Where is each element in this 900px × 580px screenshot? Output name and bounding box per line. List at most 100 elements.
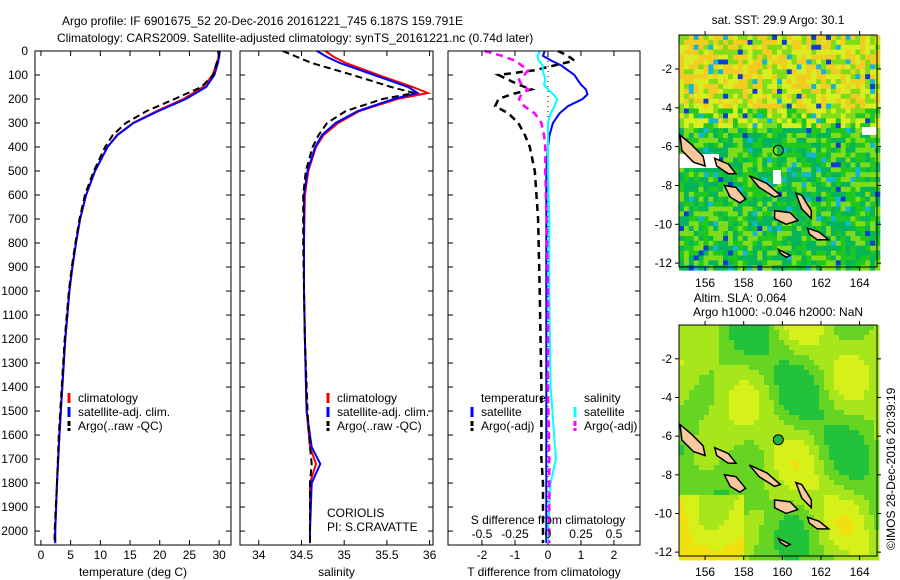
s-tick-label: 0 xyxy=(545,527,552,541)
island-landmass xyxy=(806,516,831,530)
x-tick-label: 1 xyxy=(578,548,585,562)
map-title: sat. SST: 29.9 Argo: 30.1 xyxy=(712,13,845,27)
island-landmass xyxy=(723,184,747,204)
profile-line-s-argo-adj- xyxy=(484,49,551,544)
plot-frame xyxy=(447,50,641,546)
map-lon-tick-label: 162 xyxy=(811,565,831,579)
map-lat-tick-label: -6 xyxy=(661,429,672,443)
legend-header-temperature: temperature xyxy=(481,391,546,405)
y-tick-label: 1200 xyxy=(1,332,28,346)
x-tick-label: -1 xyxy=(510,548,521,562)
legend-label: Argo(-adj) xyxy=(481,419,534,433)
island-landmass xyxy=(773,499,800,515)
x-tick-label: 35.5 xyxy=(375,548,399,562)
map-lat-tick-label: -8 xyxy=(661,178,672,192)
map-lon-tick-label: 162 xyxy=(811,276,831,290)
profile-line-climatology xyxy=(303,50,432,544)
map-lat-tick-label: -2 xyxy=(661,62,672,76)
plot-frame xyxy=(239,50,434,546)
x-tick-label: 30 xyxy=(212,548,226,562)
x-tick-label: -2 xyxy=(477,548,488,562)
island-landmass xyxy=(748,464,782,488)
s-tick-label: -0.5 xyxy=(472,527,493,541)
y-tick-label: 800 xyxy=(8,236,28,250)
y-tick-label: 1700 xyxy=(1,452,28,466)
island-landmass xyxy=(723,473,747,494)
y-tick-label: 600 xyxy=(8,188,28,202)
x-tick-label: 20 xyxy=(153,548,167,562)
legend-label: climatology xyxy=(337,391,397,405)
island-landmass xyxy=(776,536,792,548)
y-tick-label: 900 xyxy=(8,260,28,274)
sst-map xyxy=(675,31,881,271)
island-landmass xyxy=(806,227,831,241)
legend-label: climatology xyxy=(78,391,138,405)
map-lat-tick-label: -12 xyxy=(655,256,673,270)
s-axis-label: S difference from climatology xyxy=(471,513,626,527)
y-tick-label: 1800 xyxy=(1,476,28,490)
legend-label: satellite-adj. clim. xyxy=(78,405,170,419)
x-tick-label: 34 xyxy=(252,548,266,562)
map-lat-tick-label: -12 xyxy=(655,545,673,559)
profile-panel-2 xyxy=(239,50,434,546)
sla-map xyxy=(675,321,881,561)
legend-label: satellite xyxy=(481,405,522,419)
map-lon-tick-label: 164 xyxy=(850,565,870,579)
x-axis-label: salinity xyxy=(318,565,355,579)
y-tick-label: 100 xyxy=(8,68,28,82)
map-lat-tick-label: -10 xyxy=(655,217,673,231)
profile-panel-1 xyxy=(34,50,232,546)
argo-float-marker xyxy=(772,144,784,156)
map-lat-tick-label: -8 xyxy=(661,468,672,482)
profile-line-satellite-adj-clim- xyxy=(54,50,221,544)
map-lon-tick-label: 158 xyxy=(734,565,754,579)
profile-line-t-argo-adj- xyxy=(493,49,578,544)
island-landmass xyxy=(679,133,707,168)
map-lon-tick-label: 156 xyxy=(695,565,715,579)
x-tick-label: 5 xyxy=(67,548,74,562)
legend-label: Argo(..raw -QC) xyxy=(337,419,422,433)
island-landmass xyxy=(713,157,738,175)
map-lon-tick-label: 160 xyxy=(772,565,792,579)
x-tick-label: 36 xyxy=(423,548,437,562)
island-landmass xyxy=(748,175,782,198)
s-tick-label: 0.25 xyxy=(569,527,593,541)
y-tick-label: 300 xyxy=(8,116,28,130)
x-tick-label: 25 xyxy=(183,548,197,562)
x-tick-label: 34.5 xyxy=(290,548,314,562)
profile-line-climatology xyxy=(54,51,220,544)
legend-header-salinity: salinity xyxy=(584,391,621,405)
y-tick-label: 0 xyxy=(21,44,28,58)
figure-title-line2: Climatology: CARS2009. Satellite-adjuste… xyxy=(57,31,533,45)
island-landmass xyxy=(773,209,800,226)
argo-float-marker xyxy=(772,434,784,446)
island-landmass xyxy=(776,247,792,259)
map-title: Altim. SLA: 0.064 xyxy=(694,291,787,305)
island-landmass xyxy=(713,446,738,464)
y-tick-label: 400 xyxy=(8,140,28,154)
profile-line-s-satellite xyxy=(536,50,559,544)
x-tick-label: 10 xyxy=(94,548,108,562)
institution-label: CORIOLIS xyxy=(327,506,384,520)
island-landmass xyxy=(679,422,707,457)
map-frame xyxy=(678,34,878,268)
x-tick-label: 0 xyxy=(545,548,552,562)
map-lon-tick-label: 156 xyxy=(695,276,715,290)
legend-label: Argo(..raw -QC) xyxy=(78,419,163,433)
map-lon-tick-label: 158 xyxy=(734,276,754,290)
legend-label: Argo(-adj) xyxy=(584,419,637,433)
pi-label: PI: S.CRAVATTE xyxy=(327,520,418,534)
island-landmass xyxy=(794,481,813,510)
map-lat-tick-label: -10 xyxy=(655,506,673,520)
profile-line-satellite-adj-clim- xyxy=(303,50,421,544)
y-tick-label: 1500 xyxy=(1,404,28,418)
s-tick-label: -0.25 xyxy=(501,527,529,541)
map-lat-tick-label: -4 xyxy=(661,390,672,404)
x-axis-label: T difference from climatology xyxy=(467,565,621,579)
map-lon-tick-label: 160 xyxy=(772,276,792,290)
x-tick-label: 2 xyxy=(611,548,618,562)
map-lat-tick-label: -2 xyxy=(661,352,672,366)
island-landmass xyxy=(794,191,813,221)
